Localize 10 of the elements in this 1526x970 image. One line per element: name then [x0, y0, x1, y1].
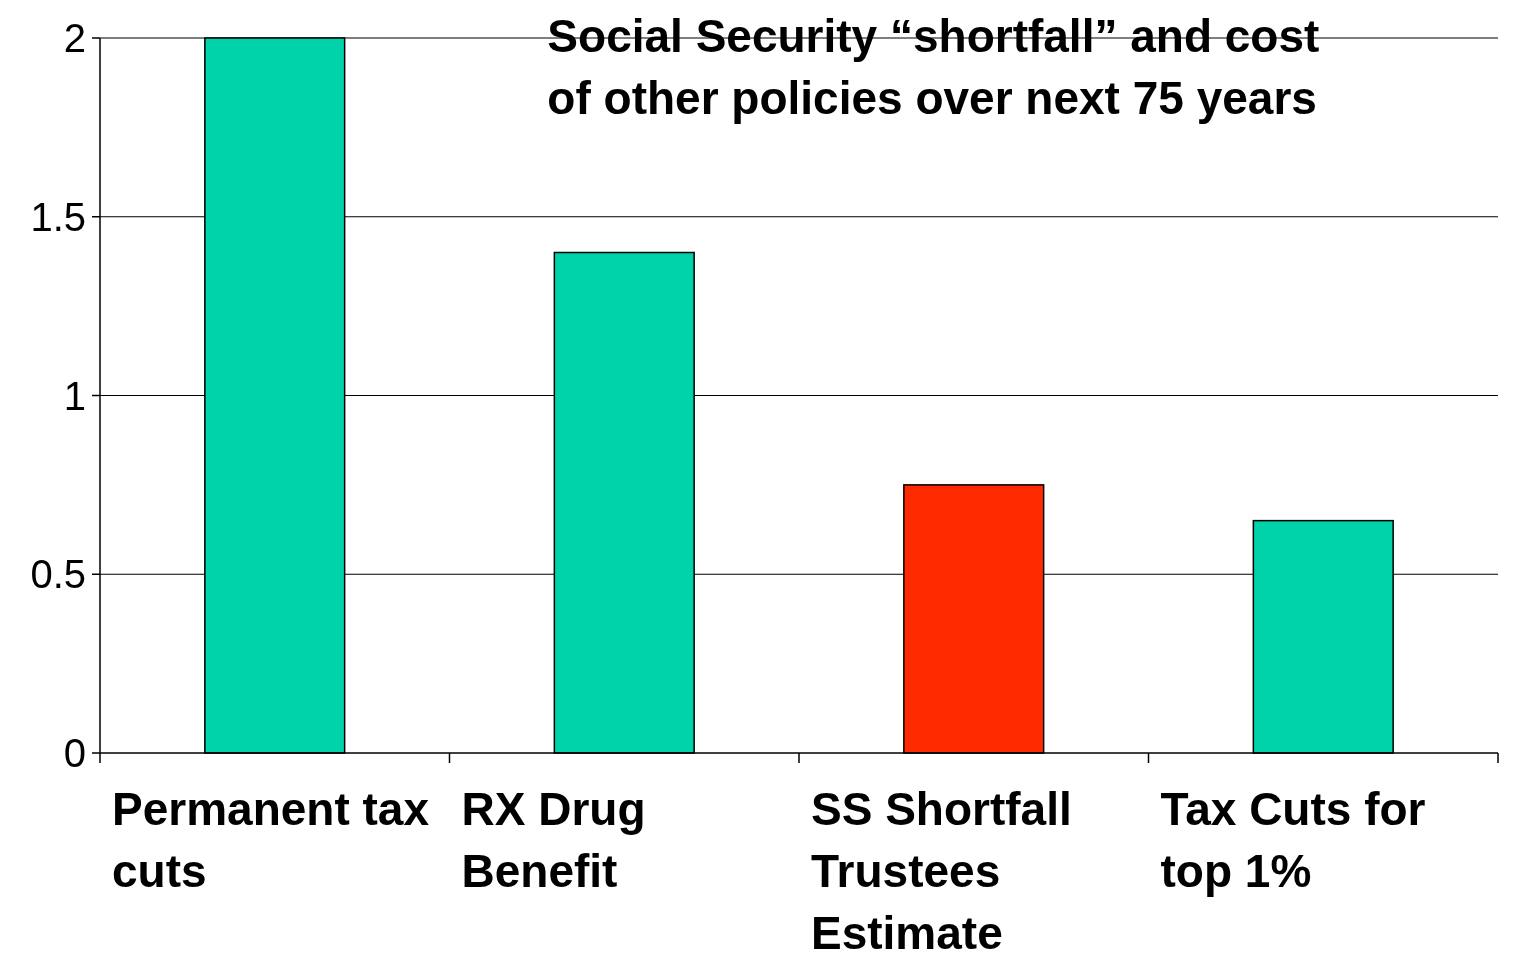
- chart-title: Social Security “shortfall” and cost of other policies over next 75 years: [547, 10, 1320, 124]
- x-tick-label: Tax Cuts for top 1%: [1160, 783, 1426, 897]
- y-tick-label: 0: [63, 731, 86, 775]
- y-tick-label: 1: [63, 373, 86, 418]
- y-tick-label: 0.5: [30, 552, 86, 597]
- x-tick-label: SS Shortfall Trustees Estimate: [811, 783, 1072, 959]
- x-tick-label: RX Drug Benefit: [461, 783, 646, 897]
- x-tick-label: Permanent tax cuts: [112, 783, 430, 897]
- y-tick-label: 2: [63, 16, 86, 60]
- y-tick-label: 1.5: [30, 194, 86, 239]
